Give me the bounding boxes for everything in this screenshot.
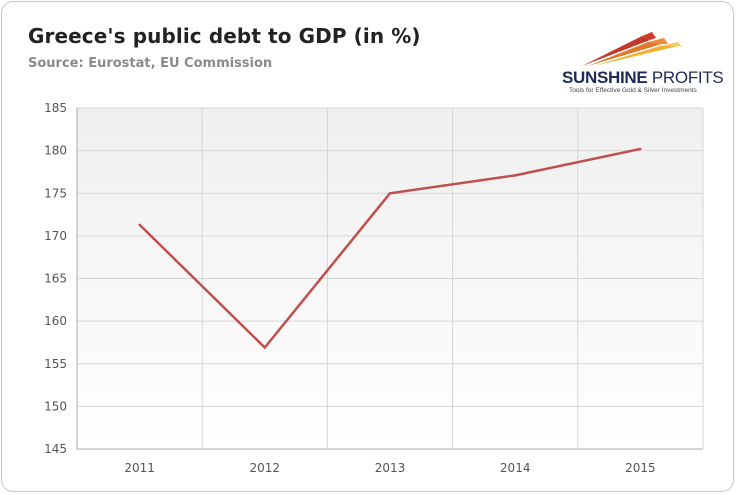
y-tick-label: 160	[44, 314, 67, 328]
data-point	[514, 174, 517, 177]
data-point	[138, 223, 141, 226]
y-tick-label: 170	[44, 229, 67, 243]
logo-tagline: Tools for Effective Gold & Silver Invest…	[569, 87, 697, 94]
x-tick-label: 2015	[625, 461, 656, 475]
logo-name-thin: PROFITS	[647, 68, 724, 87]
x-tick-label: 2012	[250, 461, 281, 475]
sun-rays-icon	[582, 32, 682, 66]
y-tick-label: 165	[44, 272, 67, 286]
logo-name: SUNSHINE PROFITS	[562, 68, 724, 88]
series-group	[138, 147, 642, 350]
y-tick-label: 185	[44, 101, 67, 115]
chart-source: Source: Eurostat, EU Commission	[28, 56, 273, 71]
data-point	[263, 346, 266, 349]
y-tick-label: 150	[44, 399, 67, 413]
y-tick-label: 175	[44, 186, 67, 200]
x-axis: 2011 2012 2013 2014 2015	[124, 461, 655, 475]
x-tick-label: 2011	[124, 461, 155, 475]
y-axis: 145 150 155 160 165 170 175 180 185	[44, 101, 67, 456]
y-tick-label: 180	[44, 144, 67, 158]
y-tick-label: 155	[44, 357, 67, 371]
y-tick-label: 145	[44, 442, 67, 456]
sunshine-profits-logo: SUNSHINE PROFITS Tools for Effective Gol…	[562, 30, 724, 100]
chart-title: Greece's public debt to GDP (in %)	[28, 24, 421, 48]
x-tick-label: 2014	[500, 461, 531, 475]
logo-name-bold: SUNSHINE	[562, 68, 648, 87]
data-point	[639, 147, 642, 151]
data-point	[388, 192, 392, 195]
x-tick-label: 2013	[375, 461, 406, 475]
